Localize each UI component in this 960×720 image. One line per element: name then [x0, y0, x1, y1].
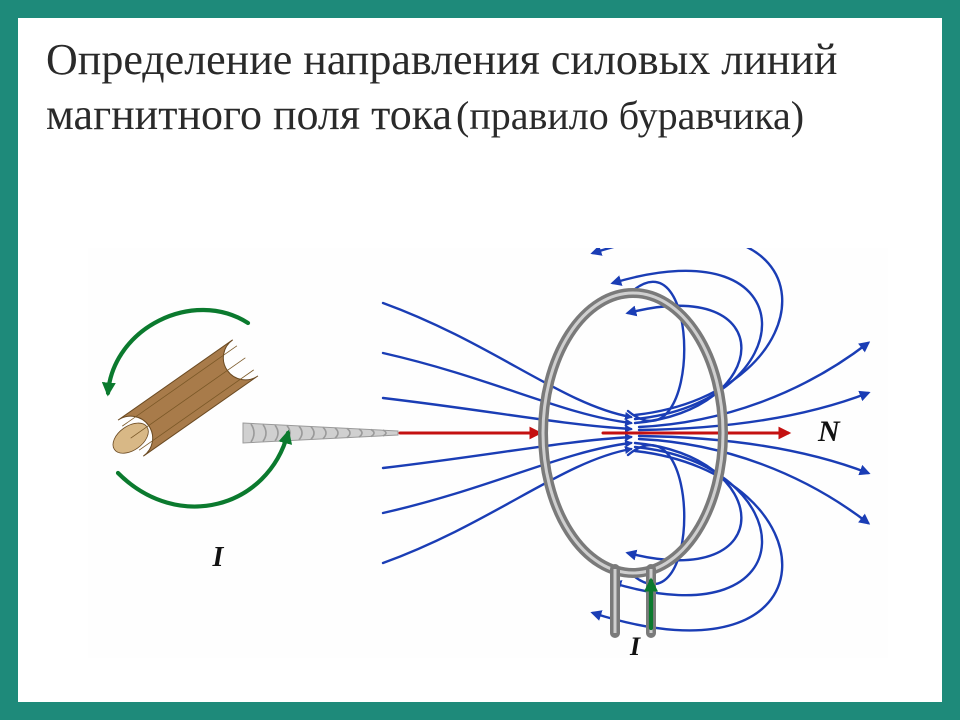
title-sub: (правило буравчика) [456, 93, 804, 138]
diagram-svg: I I N [88, 248, 888, 658]
title-block: Определение направления силовых линий ма… [18, 18, 942, 148]
inner-frame: Определение направления силовых линий ма… [16, 16, 944, 704]
label-current-right: I [629, 632, 641, 658]
label-current-left: I [212, 542, 225, 573]
diagram: I I N [88, 248, 888, 658]
outer-frame: Определение направления силовых линий ма… [0, 0, 960, 720]
label-north: N [817, 415, 841, 448]
